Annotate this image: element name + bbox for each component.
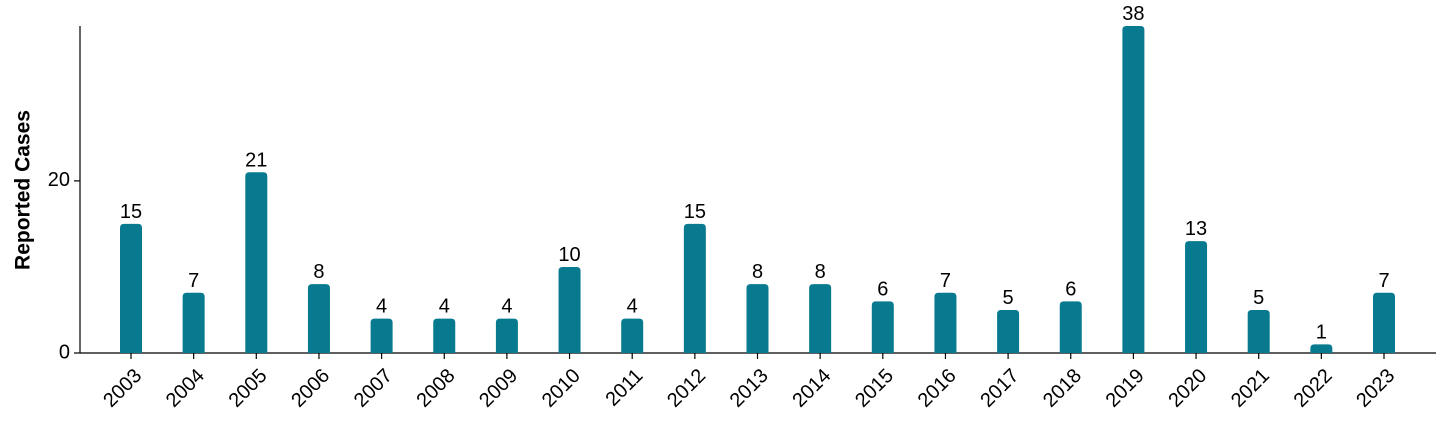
bar (1185, 241, 1208, 353)
value-label: 7 (940, 270, 951, 292)
value-label: 4 (627, 296, 638, 318)
bar (182, 292, 205, 353)
value-label: 21 (245, 149, 267, 171)
x-tick-label: 2017 (976, 365, 1023, 412)
x-tick-label: 2010 (538, 365, 585, 412)
x-tick-label: 2003 (99, 365, 146, 412)
value-label: 7 (188, 270, 199, 292)
value-label: 1 (1316, 321, 1327, 343)
bar (934, 292, 957, 353)
bar (746, 284, 769, 353)
value-label: 10 (558, 244, 580, 266)
value-label: 8 (815, 261, 826, 283)
x-tick-label: 2019 (1102, 365, 1149, 412)
value-label: 6 (1065, 278, 1076, 300)
value-label: 38 (1122, 3, 1144, 25)
bar (683, 223, 706, 353)
bar (495, 318, 518, 353)
bar (621, 318, 644, 353)
bar (1373, 292, 1395, 353)
x-tick-label: 2005 (225, 365, 272, 412)
value-label: 6 (877, 278, 888, 300)
x-tick-label: 2018 (1039, 365, 1086, 412)
x-tick-label: 2009 (475, 365, 522, 412)
x-tick-label: 2006 (287, 365, 334, 412)
value-label: 13 (1185, 218, 1207, 240)
x-tick-label: 2020 (1164, 365, 1211, 412)
bar (307, 284, 330, 353)
value-label: 4 (501, 296, 512, 318)
bar (1059, 301, 1082, 353)
y-axis-label: Reported Cases (12, 110, 35, 270)
x-tick-label: 2015 (851, 365, 898, 412)
bar (370, 318, 393, 353)
value-label: 5 (1003, 287, 1014, 309)
bar (120, 223, 142, 353)
bar (558, 266, 581, 353)
x-tick-label: 2023 (1352, 365, 1399, 412)
value-label: 5 (1253, 287, 1264, 309)
bar (1122, 26, 1145, 353)
x-tick-label: 2007 (350, 365, 397, 412)
value-label: 15 (684, 201, 706, 223)
x-tick-label: 2022 (1290, 365, 1337, 412)
y-tick-label: 0 (59, 341, 70, 363)
value-label: 4 (376, 296, 387, 318)
bar (1247, 309, 1270, 353)
value-label: 4 (439, 296, 450, 318)
x-tick-label: 2021 (1227, 365, 1274, 412)
x-tick-label: 2011 (601, 365, 647, 411)
x-tick-label: 2012 (663, 365, 710, 412)
x-tick-label: 2008 (412, 365, 459, 412)
bar (997, 309, 1020, 353)
value-label: 7 (1378, 270, 1389, 292)
y-tick-label: 20 (48, 169, 70, 191)
x-tick-label: 2004 (162, 365, 209, 412)
bar (871, 301, 894, 353)
value-label: 8 (752, 261, 763, 283)
x-tick-label: 2013 (726, 365, 773, 412)
x-tick-label: 2016 (914, 365, 961, 412)
bar (245, 172, 268, 353)
value-label: 15 (120, 201, 142, 223)
value-label: 8 (313, 261, 324, 283)
x-tick-label: 2014 (788, 365, 835, 412)
bar (433, 318, 456, 353)
bar (809, 284, 832, 353)
bar (1310, 344, 1333, 353)
